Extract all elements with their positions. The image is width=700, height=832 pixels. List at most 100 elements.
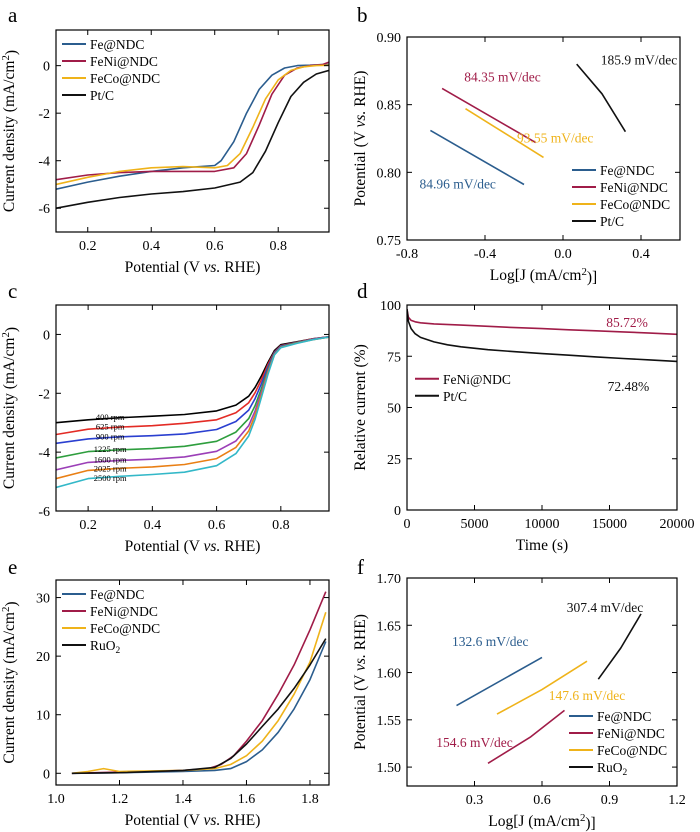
rpm-label: 625 rpm	[96, 422, 125, 432]
y-tick-label: -2	[38, 387, 50, 402]
legend-label: RuO2	[597, 760, 628, 778]
plot-frame	[406, 304, 678, 511]
y-axis-label: Potential (V vs. RHE)	[352, 71, 369, 207]
series-line-pt-c	[407, 309, 677, 363]
panel-d: d 0 5000 10000 15000 20000 0 25 50 75 100 Time (s) R…	[352, 279, 695, 554]
y-tick-label: 0	[43, 767, 50, 782]
panel-b: b -0.8 -0.4 0.0 0.4 0.75 0.80 0.85 0.90 Log[J (mA…	[352, 3, 681, 286]
y-axis-label: Current density (mA/cm2)	[0, 327, 20, 489]
series-line-fe-ndc	[71, 641, 327, 775]
y-tick-label: 1.50	[377, 761, 402, 776]
rpm-label: 400 rpm	[96, 412, 125, 422]
plot-frame	[55, 29, 330, 233]
x-axis-label: Time (s)	[516, 537, 568, 554]
legend-label: FeNi@NDC	[600, 180, 668, 195]
series-line-2500-rpm	[56, 336, 329, 489]
legend-label: FeNi@NDC	[90, 54, 158, 69]
slope-annotation: 185.9 mV/dec	[601, 53, 678, 68]
legend-label: Pt/C	[600, 214, 624, 229]
panel-a: a 0.2 0.4 0.6 0.8 -6 -4 -2 0 Potential (V vs. RHE…	[0, 3, 330, 276]
y-axis-label: Current density (mA/cm2)	[0, 50, 20, 212]
legend-label: FeNi@NDC	[443, 372, 511, 387]
x-tick-label: 0.6	[533, 793, 551, 808]
rpm-label: 1600 rpm	[94, 455, 127, 465]
slope-annotation: 307.4 mV/dec	[567, 600, 644, 615]
legend: Fe@NDC FeNi@NDC FeCo@NDC RuO2	[569, 709, 667, 778]
legend-label: Pt/C	[443, 389, 467, 404]
slope-annotation: 84.35 mV/dec	[464, 70, 541, 85]
y-tick-label: 0	[43, 328, 50, 343]
legend-label: Fe@NDC	[90, 37, 144, 52]
y-tick-label: -4	[38, 155, 50, 170]
y-tick-label: 0.90	[377, 31, 402, 46]
rpm-label: 2025 rpm	[94, 464, 127, 474]
x-tick-label: 0.8	[269, 239, 287, 254]
series-line-400-rpm	[56, 336, 329, 424]
x-tick-label: 0.4	[144, 518, 162, 533]
x-tick-label: 0.6	[206, 239, 224, 254]
x-tick-label: 0.8	[272, 518, 290, 533]
series-line-feni-ndc	[407, 308, 677, 336]
legend: Fe@NDC FeNi@NDC FeCo@NDC Pt/C	[572, 163, 670, 229]
slope-annotation: 132.6 mV/dec	[452, 634, 529, 649]
x-tick-label: 20000	[660, 517, 695, 532]
series-group	[429, 63, 627, 186]
series-line-fe-ndc	[56, 63, 329, 190]
x-axis-label: Potential (V vs. RHE)	[125, 259, 261, 276]
legend-label: Pt/C	[90, 88, 114, 103]
y-tick-label: 1.65	[377, 619, 402, 634]
series-line-feco-ndc	[465, 108, 544, 159]
x-axis-label: Potential (V vs. RHE)	[125, 538, 261, 555]
x-tick-label: 0.4	[142, 239, 160, 254]
y-tick-label: 20	[36, 650, 50, 665]
y-axis-label: Current density (mA/cm2)	[0, 601, 20, 763]
y-tick-label: -4	[38, 446, 50, 461]
legend: FeNi@NDC Pt/C	[415, 372, 511, 404]
x-tick-label: 0.0	[554, 247, 572, 262]
slope-annotation: 93.55 mV/dec	[517, 131, 594, 146]
legend-label: FeNi@NDC	[597, 726, 665, 741]
x-tick-label: 0.4	[632, 247, 650, 262]
panel-f: f 0.3 0.6 0.9 1.2 1.50 1.55 1.60 1.65 1.70 Log[J (…	[352, 555, 686, 832]
rpm-label: 2500 rpm	[94, 473, 127, 483]
y-tick-label: 30	[36, 592, 50, 607]
panel-label: c	[8, 279, 17, 303]
y-tick-label: 0.80	[377, 166, 402, 181]
x-tick-label: 0	[404, 517, 411, 532]
x-axis-label: Log[J (mA/cm2)]	[488, 812, 595, 832]
y-tick-label: 1.60	[377, 667, 402, 682]
series-line-feni-ndc	[487, 709, 565, 764]
y-tick-label: 0.75	[377, 234, 402, 249]
panel-e: e 1.0 1.2 1.4 1.6 1.8 0 10 20 30 Potential (V vs. …	[0, 555, 330, 829]
legend: Fe@NDC FeNi@NDC FeCo@NDC RuO2	[62, 587, 160, 656]
slope-annotation: 72.48%	[608, 379, 650, 394]
series-line-feco-ndc	[496, 660, 588, 715]
plot-frame	[55, 579, 330, 786]
legend-label: FeCo@NDC	[90, 71, 160, 86]
series-line-feco-ndc	[56, 64, 329, 186]
x-tick-label: 1.2	[668, 793, 686, 808]
x-tick-label: 5000	[461, 517, 489, 532]
legend-label: FeCo@NDC	[597, 743, 667, 758]
series-line-pt-c	[56, 69, 329, 209]
y-tick-label: 25	[387, 453, 401, 468]
y-tick-label: -6	[38, 505, 50, 520]
x-tick-label: 0.9	[601, 793, 619, 808]
series-group	[456, 613, 642, 764]
legend-label: FeCo@NDC	[600, 197, 670, 212]
panel-c: c 0.2 0.4 0.6 0.8 -6 -4 -2 0 Potential (V vs. RHE…	[0, 279, 330, 555]
x-tick-label: -0.8	[396, 247, 418, 262]
series-line-pt-c	[576, 63, 627, 133]
series-line-ruo2	[597, 613, 642, 680]
rpm-label: 1225 rpm	[94, 444, 127, 454]
panel-label: f	[357, 555, 364, 579]
slope-annotation: 154.6 mV/dec	[436, 735, 513, 750]
series-group	[56, 336, 329, 489]
y-tick-label: 75	[387, 350, 401, 365]
y-tick-label: 50	[387, 402, 401, 417]
y-tick-label: 1.55	[377, 714, 402, 729]
x-tick-label: 0.2	[79, 518, 97, 533]
legend-label: FeNi@NDC	[90, 604, 158, 619]
legend-label: Fe@NDC	[597, 709, 651, 724]
x-tick-label: 0.2	[79, 239, 97, 254]
